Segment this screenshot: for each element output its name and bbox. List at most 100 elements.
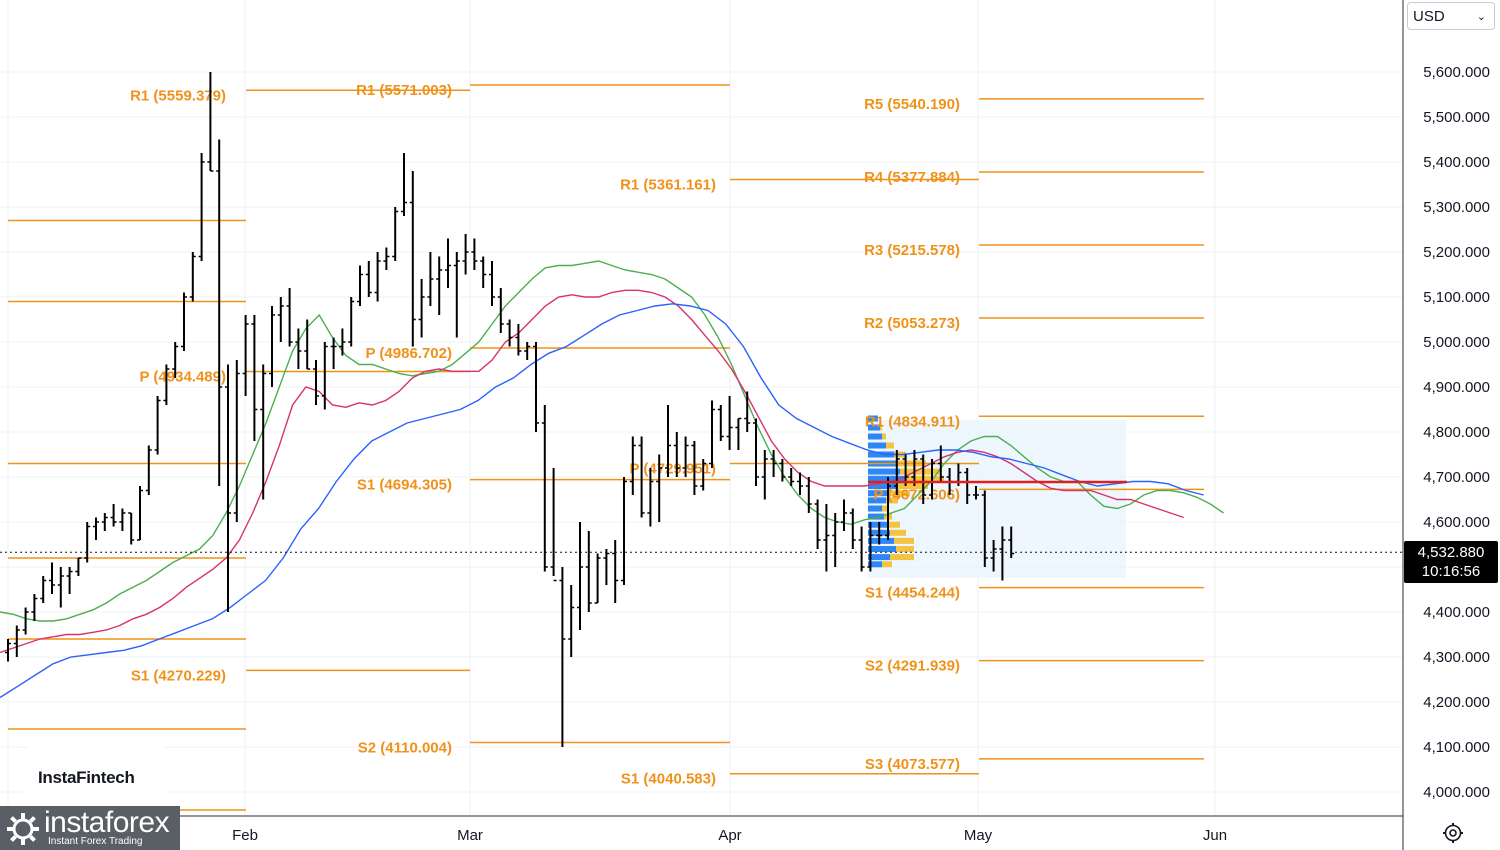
ohlc-bar bbox=[40, 576, 47, 603]
ohlc-bar bbox=[823, 504, 830, 572]
ohlc-bar bbox=[550, 468, 557, 582]
price-axis[interactable]: 4,000.000 4,100.000 4,200.000 4,300.000 4,40… bbox=[1423, 64, 1490, 801]
pivot-label: R1 (5571.003) bbox=[356, 82, 452, 99]
ohlc-bar bbox=[383, 247, 390, 270]
vp-row-up bbox=[868, 442, 886, 449]
ohlc-bar bbox=[876, 522, 883, 545]
ohlc-bar bbox=[533, 342, 539, 432]
ohlc-bar bbox=[5, 639, 11, 662]
ohlc-bar bbox=[480, 256, 487, 288]
ohlc-bar bbox=[392, 207, 399, 261]
pivot-label: P (4672.606) bbox=[874, 486, 960, 503]
ohlc-bar bbox=[691, 441, 698, 495]
ohlc-bar bbox=[629, 436, 636, 495]
price-tick-label: 4,200.000 bbox=[1423, 694, 1490, 711]
pivot-label: S1 (4454.244) bbox=[865, 585, 960, 602]
ohlc-bar bbox=[911, 450, 918, 486]
pivot-label: S1 (4270.229) bbox=[131, 667, 226, 684]
ohlc-bar bbox=[797, 472, 803, 495]
vp-row-down bbox=[906, 475, 944, 482]
pivot-label: R1 (4834.911) bbox=[865, 413, 960, 430]
price-tick-label: 4,700.000 bbox=[1423, 469, 1490, 486]
price-tick-label: 4,300.000 bbox=[1423, 649, 1490, 666]
ohlc-bar bbox=[84, 522, 91, 563]
ohlc-bar bbox=[198, 153, 205, 261]
ohlc-bar bbox=[436, 256, 443, 315]
ohlc-bar bbox=[251, 315, 258, 441]
ohlc-bar bbox=[304, 319, 311, 370]
ohlc-bar bbox=[832, 513, 839, 567]
ohlc-bar bbox=[75, 557, 82, 576]
ohlc-bar bbox=[665, 405, 671, 477]
ohlc-bar bbox=[330, 337, 337, 369]
price-tick-label: 4,800.000 bbox=[1423, 424, 1490, 441]
pivot-label: R1 (5559.379) bbox=[130, 87, 226, 104]
watermark-panel bbox=[28, 744, 164, 812]
ohlc-bar bbox=[13, 625, 20, 657]
ohlc-bar bbox=[242, 315, 249, 396]
ohlc-bar bbox=[981, 490, 988, 567]
ohlc-bar bbox=[647, 468, 654, 527]
moving-average-blue bbox=[0, 303, 1204, 699]
ohlc-bar bbox=[656, 454, 663, 522]
month-tick-label: Mar bbox=[457, 827, 483, 844]
price-tick-label: 4,000.000 bbox=[1423, 784, 1490, 801]
vp-row-up bbox=[868, 451, 894, 458]
time-axis[interactable]: Feb Mar Apr May Jun bbox=[232, 827, 1227, 844]
settings-icon[interactable] bbox=[1442, 822, 1464, 844]
logo-name: instaforex bbox=[44, 806, 170, 839]
vp-row-down bbox=[890, 554, 914, 561]
ohlc-bar bbox=[313, 360, 319, 405]
vp-row-up bbox=[868, 468, 900, 475]
ohlc-bar bbox=[867, 522, 874, 572]
ohlc-bar bbox=[506, 319, 513, 347]
pivot-label: R1 (5361.161) bbox=[620, 176, 716, 193]
ohlc-bar bbox=[788, 468, 795, 486]
ohlc-bar bbox=[929, 459, 935, 500]
ohlc-bar bbox=[770, 450, 777, 477]
ohlc-bar bbox=[163, 364, 170, 405]
price-tick-label: 5,000.000 bbox=[1423, 334, 1490, 351]
vp-row-down bbox=[880, 424, 882, 431]
moving-average-red bbox=[0, 289, 1184, 654]
ohlc-bar bbox=[471, 238, 478, 270]
price-axis-bg bbox=[1403, 0, 1500, 850]
ohlc-bar bbox=[93, 517, 99, 540]
vp-row-down bbox=[888, 521, 900, 528]
ohlc-bar bbox=[277, 297, 284, 342]
pivot-label: R3 (5215.578) bbox=[864, 242, 960, 259]
ohlc-bar bbox=[348, 297, 355, 347]
vp-row-up bbox=[868, 554, 890, 561]
vp-row-up bbox=[868, 490, 890, 497]
ohlc-bar bbox=[286, 288, 293, 347]
pivot-label: S3 (4073.577) bbox=[865, 756, 960, 773]
pivot-label: P (4934.489) bbox=[140, 368, 226, 385]
price-tick-label: 5,500.000 bbox=[1423, 109, 1490, 126]
ohlc-bar bbox=[893, 450, 900, 495]
ohlc-bar bbox=[119, 508, 126, 531]
instafintech-watermark: InstaFintech bbox=[38, 768, 135, 787]
price-tick-label: 4,400.000 bbox=[1423, 604, 1490, 621]
currency-select[interactable]: USD ⌄ bbox=[1407, 2, 1495, 30]
price-tick-label: 5,600.000 bbox=[1423, 64, 1490, 81]
ohlc-bar bbox=[744, 391, 751, 432]
vp-row-up bbox=[868, 497, 886, 504]
vp-row-down bbox=[886, 442, 894, 449]
price-tick-label: 4,100.000 bbox=[1423, 739, 1490, 756]
ohlc-bar bbox=[66, 567, 73, 594]
ohlc-bar bbox=[682, 436, 689, 477]
ohlc-bar bbox=[233, 360, 240, 522]
ohlc-bar bbox=[225, 364, 231, 612]
pivot-label: P (4986.702) bbox=[366, 345, 452, 362]
ohlc-bar bbox=[260, 364, 267, 500]
ohlc-bar bbox=[22, 607, 29, 635]
price-tick-label: 4,600.000 bbox=[1423, 514, 1490, 531]
vp-row-down bbox=[894, 537, 914, 544]
vp-row-down bbox=[882, 505, 888, 512]
ohlc-bar bbox=[1008, 526, 1015, 558]
ohlc-bar bbox=[709, 400, 715, 468]
vp-row-up bbox=[868, 505, 882, 512]
vp-row-up bbox=[868, 561, 882, 568]
month-tick-label: May bbox=[964, 827, 993, 844]
